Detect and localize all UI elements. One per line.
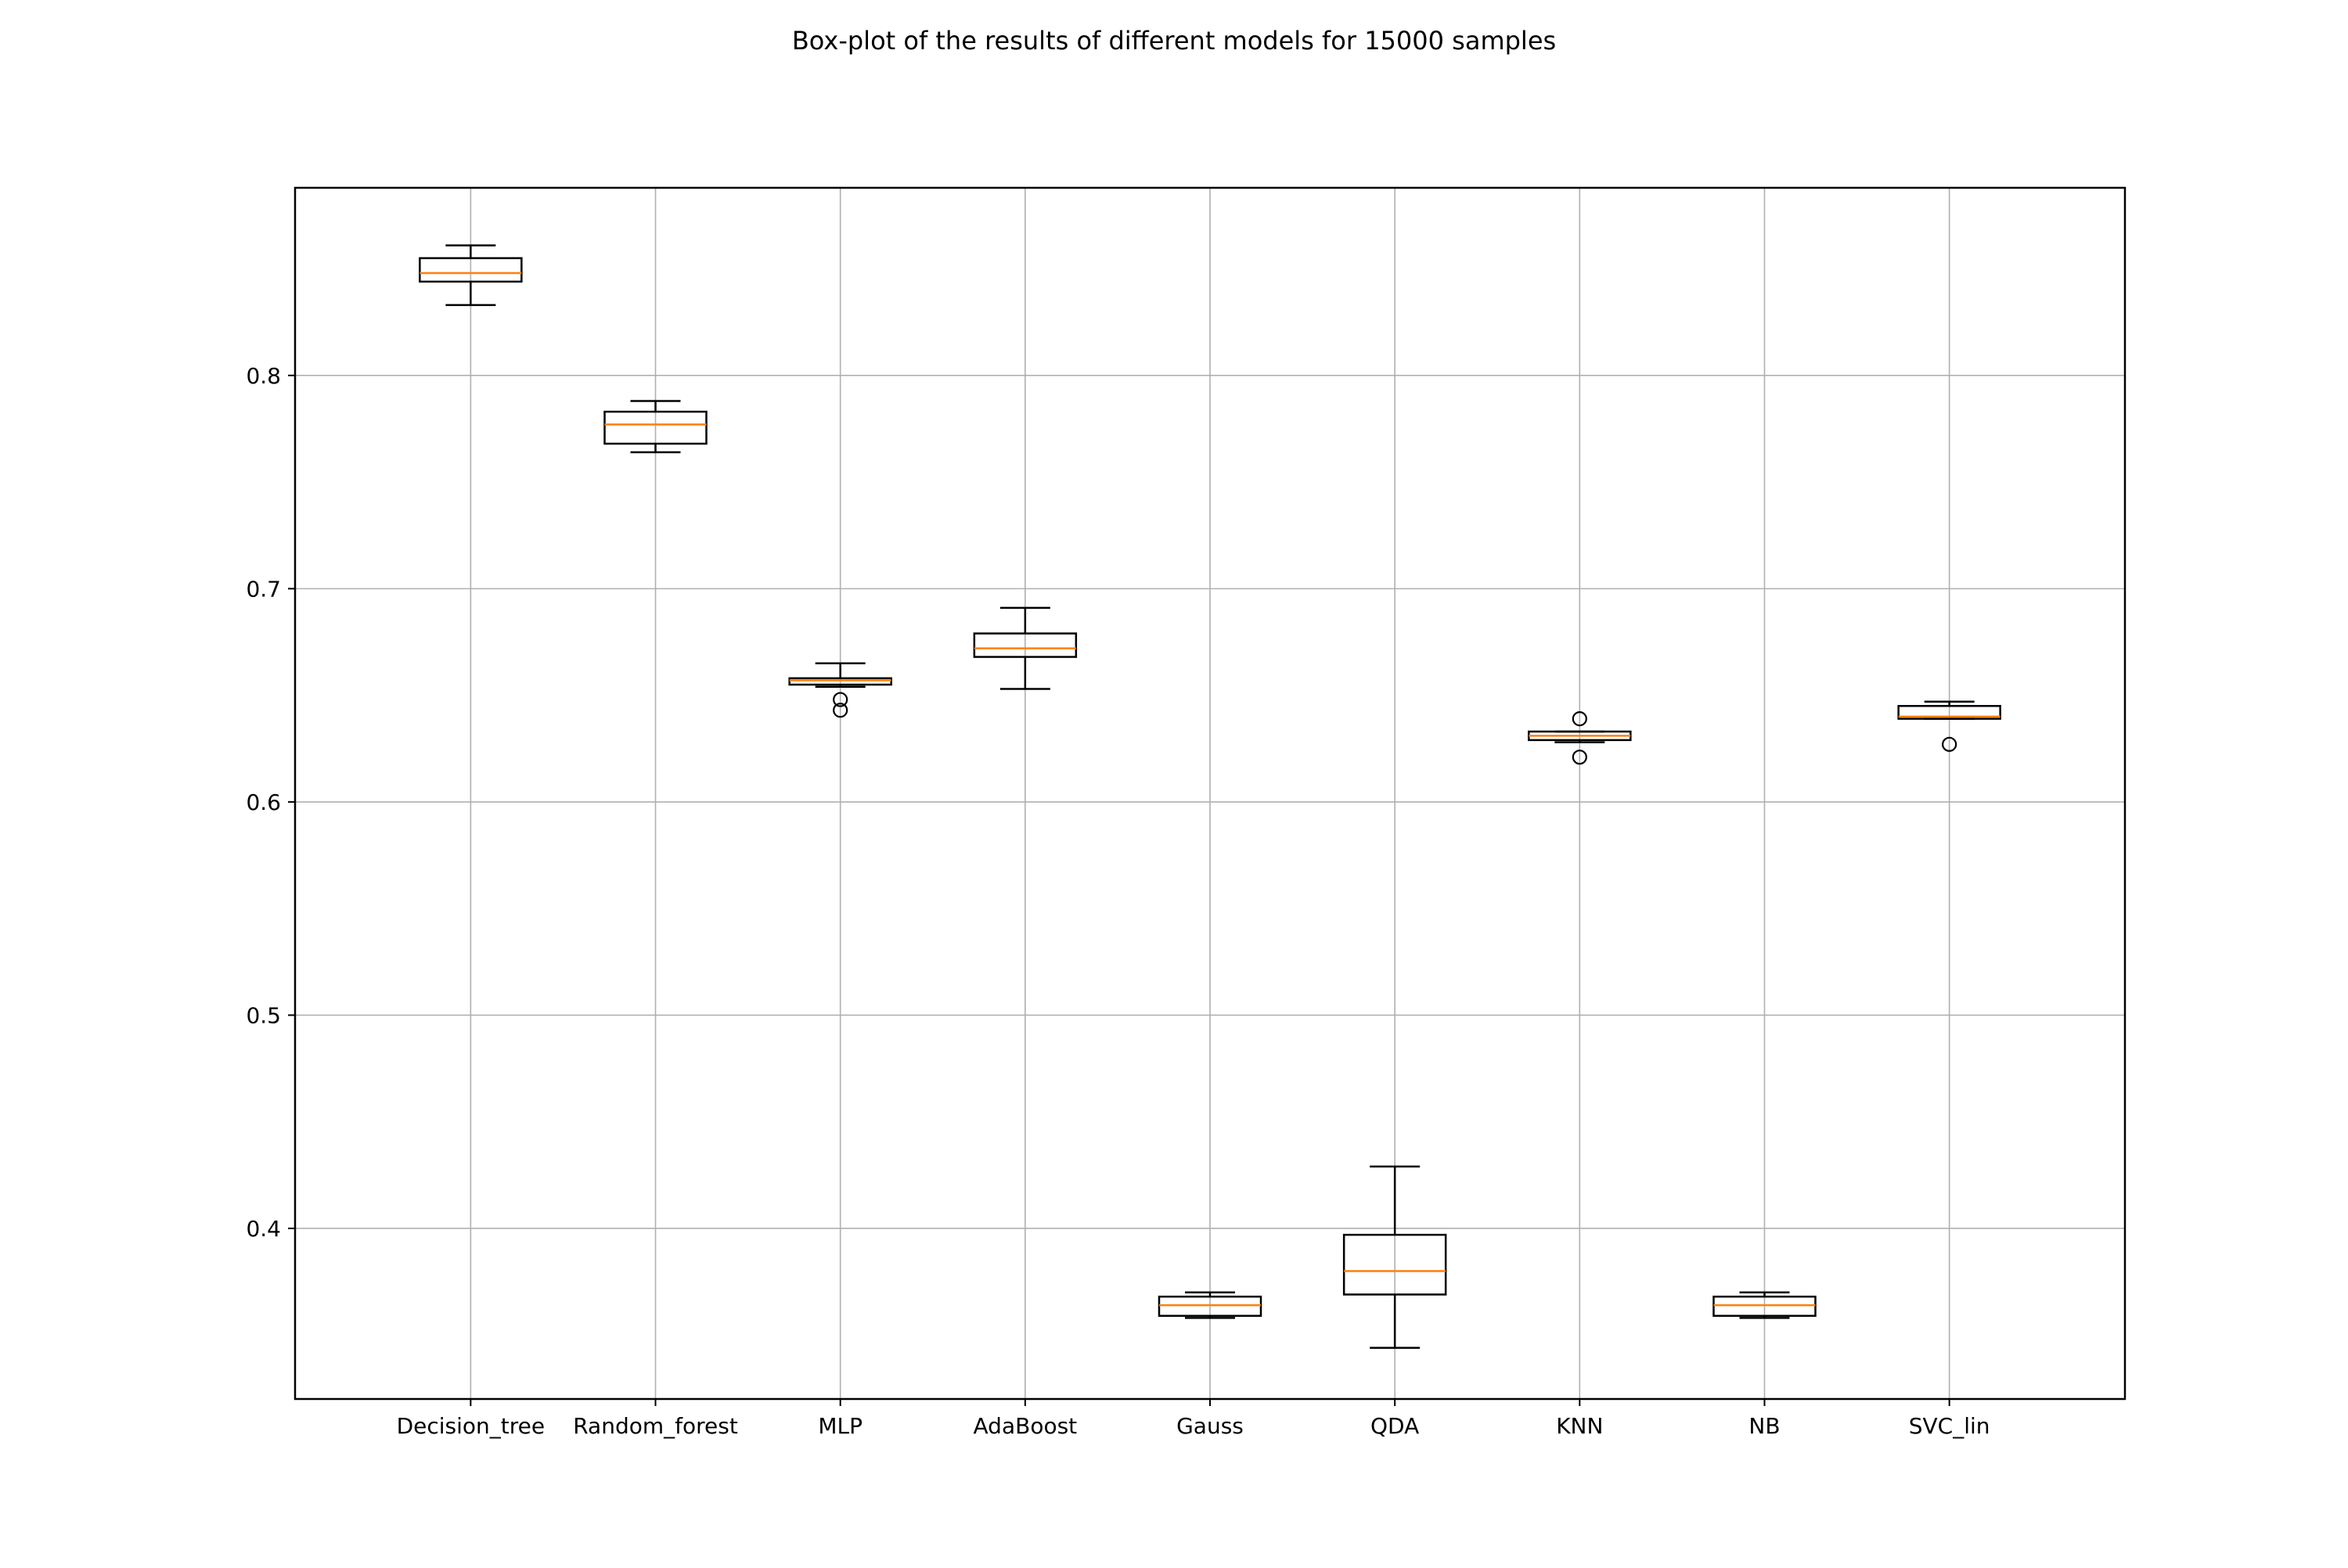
x-tick-label: KNN [1556, 1413, 1603, 1439]
x-tick-label: MLP [818, 1413, 862, 1439]
outlier-point [1942, 736, 1957, 752]
y-tick-label: 0.6 [246, 789, 281, 815]
iqr-box [973, 632, 1078, 658]
box-AdaBoost [973, 606, 1078, 690]
box-SVC_lin [1897, 700, 2001, 752]
y-tick-label: 0.8 [246, 363, 281, 389]
x-tick-label: Gauss [1176, 1413, 1244, 1439]
box-Gauss [1158, 1291, 1262, 1319]
box-QDA [1342, 1165, 1447, 1349]
box-Random_forest [603, 400, 708, 454]
x-tick-label: Random_forest [573, 1413, 738, 1439]
outlier-point [833, 692, 848, 707]
iqr-box [1342, 1233, 1447, 1296]
outlier-point [1572, 711, 1587, 727]
iqr-box [1897, 705, 2001, 720]
iqr-box [1712, 1295, 1817, 1317]
outlier-point [833, 703, 848, 718]
ticks-layer: 0.4 0.5 0.6 0.7 0.8 Decision_tree Random_fores… [246, 363, 1990, 1439]
x-tick-label: NB [1748, 1413, 1780, 1439]
iqr-box [788, 677, 892, 686]
y-tick-label: 0.7 [246, 576, 281, 602]
box-KNN [1528, 711, 1632, 765]
box-MLP [788, 662, 892, 718]
iqr-box [1158, 1295, 1262, 1317]
box-NB [1712, 1291, 1817, 1319]
iqr-box [419, 257, 523, 283]
boxes-layer [419, 244, 2001, 1349]
x-tick-label: QDA [1370, 1413, 1419, 1439]
grid-layer [295, 188, 2125, 1399]
y-tick-label: 0.5 [246, 1002, 281, 1028]
box-Decision_tree [419, 244, 523, 307]
outlier-point [1572, 750, 1587, 765]
x-tick-label: Decision_tree [397, 1413, 546, 1439]
iqr-box [603, 410, 708, 445]
x-tick-label: AdaBoost [974, 1413, 1078, 1439]
x-tick-label: SVC_lin [1909, 1413, 1990, 1439]
chart-title: Box-plot of the results of different mod… [791, 26, 1557, 56]
y-tick-label: 0.4 [246, 1216, 281, 1242]
